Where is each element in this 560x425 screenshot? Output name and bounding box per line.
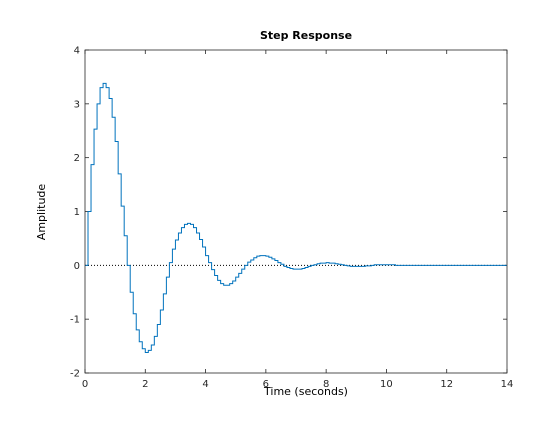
x-tick-label: 14 xyxy=(501,379,514,390)
x-tick-label: 10 xyxy=(380,379,393,390)
chart-title: Step Response xyxy=(260,29,352,42)
x-tick-label: 12 xyxy=(440,379,453,390)
y-tick-label: -2 xyxy=(70,369,80,380)
x-tick-label: 2 xyxy=(142,379,148,390)
x-tick-label: 0 xyxy=(82,379,88,390)
y-tick-label: 0 xyxy=(74,261,80,272)
x-axis-label: Time (seconds) xyxy=(263,385,348,398)
y-axis-label: Amplitude xyxy=(35,184,48,241)
y-tick-label: 3 xyxy=(74,99,80,110)
x-tick-label: 4 xyxy=(202,379,208,390)
y-tick-label: 2 xyxy=(74,153,80,164)
x-tick-label: 6 xyxy=(263,379,269,390)
step-response-line xyxy=(85,82,507,354)
y-tick-label: 4 xyxy=(74,46,80,57)
plot-area xyxy=(85,50,507,373)
x-tick-label: 8 xyxy=(323,379,329,390)
axes-box xyxy=(84,49,508,374)
y-tick-label: 1 xyxy=(74,207,80,218)
y-tick-label: -1 xyxy=(70,315,80,326)
